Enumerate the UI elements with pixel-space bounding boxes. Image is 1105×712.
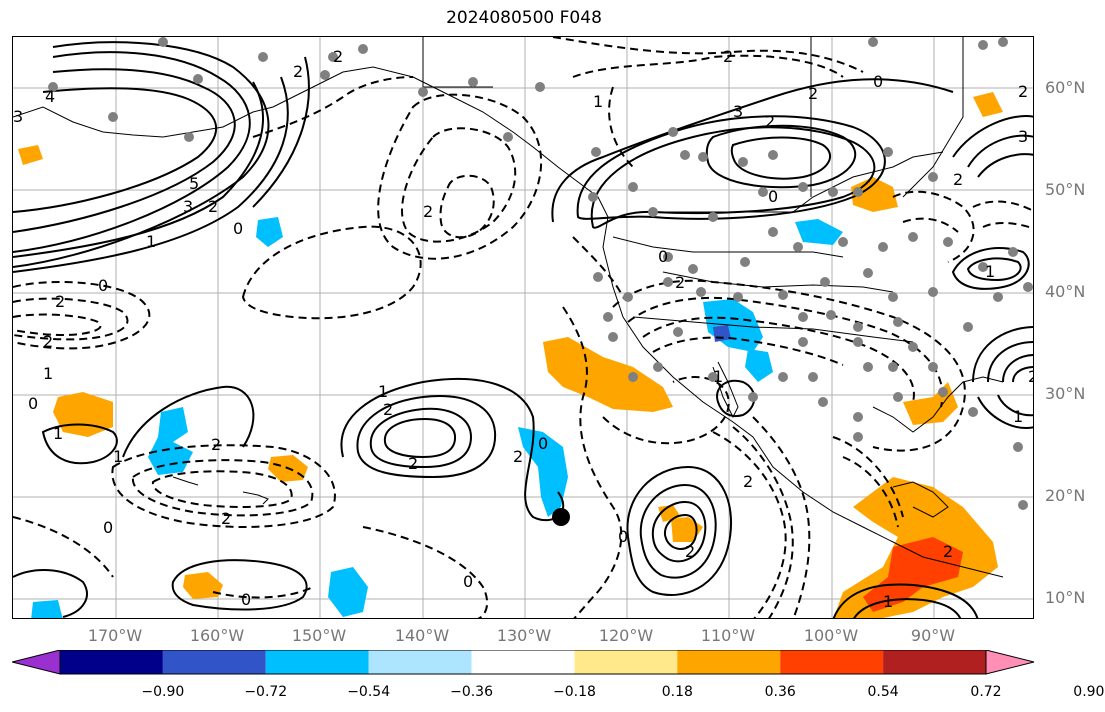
lon-label-110w: 110°W — [700, 626, 756, 645]
lat-label-30n: 30°N — [1045, 384, 1086, 403]
contour-label: 0 — [28, 394, 38, 413]
contour-label: 1 — [985, 262, 995, 281]
lon-label-150w: 150°W — [291, 626, 347, 645]
colorbar-segment — [574, 650, 678, 674]
station-points — [48, 37, 1033, 510]
contour-label: 2 — [333, 47, 343, 66]
colorbar-segment — [162, 650, 266, 674]
colorbar-segments — [12, 650, 1035, 675]
contour-label: 2 — [221, 509, 231, 528]
map-panel: 3 4 5 3 2 1 0 2 2 2 0 2 2 1 0 1 2 2 2 2 … — [12, 36, 1034, 619]
colorbar-tick-label: 0.18 — [661, 684, 693, 700]
contour-label: 0 — [538, 434, 548, 453]
contour-label: 0 — [463, 572, 473, 591]
lon-label-160w: 160°W — [189, 626, 245, 645]
coastlines — [13, 37, 1004, 578]
contour-label: 0 — [98, 276, 108, 295]
gridlines — [13, 37, 1033, 618]
contour-label: 2 — [408, 454, 418, 473]
colorbar-tick-label: −0.36 — [450, 684, 493, 700]
contour-label: 1 — [113, 447, 123, 466]
colorbar-segment — [677, 650, 781, 674]
lat-label-50n: 50°N — [1045, 180, 1086, 199]
colorbar-segment — [471, 650, 575, 674]
map-svg: 3 4 5 3 2 1 0 2 2 2 0 2 2 1 0 1 2 2 2 2 … — [13, 37, 1034, 618]
lon-label-130w: 130°W — [496, 626, 552, 645]
colorbar-tick-label: 0.72 — [970, 684, 1002, 700]
contour-label: 3 — [13, 107, 23, 126]
contour-label: 0 — [768, 187, 778, 206]
contour-label: 0 — [618, 527, 628, 546]
contour-label: 2 — [513, 447, 523, 466]
contour-label: 3 — [733, 102, 743, 121]
contour-label: 2 — [685, 542, 695, 561]
contour-label: 2 — [211, 435, 221, 454]
contour-labels: 3 4 5 3 2 1 0 2 2 2 0 2 2 1 0 1 2 2 2 2 … — [13, 47, 1034, 611]
contour-label: 1 — [713, 367, 723, 386]
colorbar-tick-label: 0.90 — [1073, 684, 1105, 700]
lon-label-140w: 140°W — [394, 626, 450, 645]
contour-label: 1 — [593, 92, 603, 111]
lon-label-90w: 90°W — [910, 626, 956, 645]
lat-label-20n: 20°N — [1045, 486, 1086, 505]
dashed-contours — [13, 37, 1033, 618]
contour-label: 2 — [765, 112, 775, 131]
solid-contours — [13, 41, 1033, 618]
contour-label: 2 — [723, 47, 733, 66]
contour-label: 2 — [675, 273, 685, 292]
storm-center-marker — [552, 508, 570, 526]
colorbar-tick-label: −0.72 — [244, 684, 288, 700]
lon-label-120w: 120°W — [598, 626, 654, 645]
lon-label-170w: 170°W — [87, 626, 143, 645]
colorbar-tick-label: 0.36 — [764, 684, 796, 700]
contour-label: 2 — [943, 542, 953, 561]
contour-label: 1 — [53, 424, 63, 443]
colorbar-segment — [780, 650, 884, 674]
colorbar-extend-high — [985, 650, 1035, 675]
contour-label: 2 — [1028, 367, 1034, 386]
contour-label: 0 — [241, 590, 251, 609]
contour-label: 3 — [1018, 127, 1028, 146]
contour-label: 1 — [43, 364, 53, 383]
colorbar-tick-label: −0.18 — [552, 684, 596, 700]
lat-label-60n: 60°N — [1045, 78, 1086, 97]
lat-label-40n: 40°N — [1045, 282, 1086, 301]
contour-label: 2 — [953, 170, 963, 189]
contour-label: 1 — [1013, 407, 1023, 426]
contour-label: 2 — [293, 62, 303, 81]
contour-label: 3 — [183, 197, 193, 216]
lat-label-10n: 10°N — [1045, 588, 1086, 607]
contour-label: 1 — [378, 382, 388, 401]
contour-label: 0 — [103, 518, 113, 537]
contour-label: 2 — [383, 400, 393, 419]
contour-label: 0 — [873, 72, 883, 91]
lon-label-100w: 100°W — [803, 626, 859, 645]
contour-label: 2 — [743, 472, 753, 491]
colorbar-tick-label: 0.54 — [867, 684, 899, 700]
colorbar — [12, 650, 1035, 675]
contour-label: 1 — [146, 232, 156, 251]
colorbar-segment — [60, 650, 163, 674]
colorbar-extend-low — [12, 650, 61, 675]
colorbar-segment — [883, 650, 986, 674]
plot-title: 2024080500 F048 — [446, 8, 602, 28]
contour-label: 2 — [1018, 82, 1028, 101]
contour-label: 2 — [423, 202, 433, 221]
contour-label: 2 — [808, 84, 818, 103]
contour-label: 0 — [233, 219, 243, 238]
colorbar-segment — [265, 650, 369, 674]
contour-label: 2 — [43, 332, 53, 351]
contour-label: 5 — [189, 174, 199, 193]
colorbar-tick-label: −0.54 — [347, 684, 391, 700]
contour-label: 1 — [883, 592, 893, 611]
contour-label: 4 — [45, 87, 55, 106]
colorbar-segment — [368, 650, 472, 674]
shaded-fields — [18, 92, 1003, 618]
colorbar-tick-label: −0.90 — [141, 684, 185, 700]
contour-label: 2 — [208, 197, 218, 216]
contour-label: 2 — [55, 292, 65, 311]
contour-label: 0 — [658, 247, 668, 266]
